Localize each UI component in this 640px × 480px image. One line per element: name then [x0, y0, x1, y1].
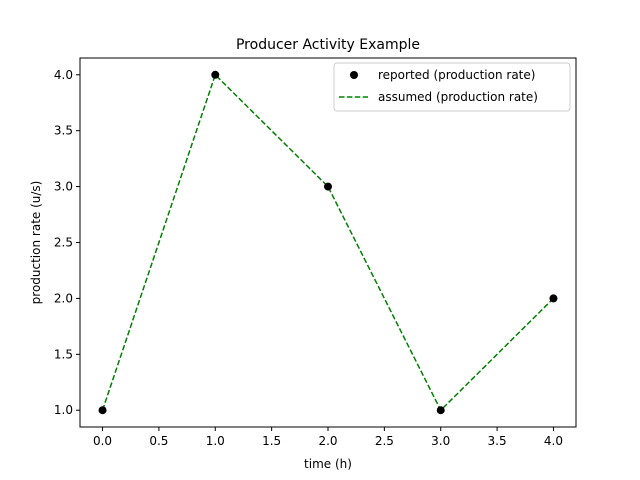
- y-axis: 1.0 1.5 2.0 2.5 3.0 3.5 4.0: [54, 68, 80, 417]
- y-tick-label: 3.5: [54, 124, 73, 138]
- legend-label-assumed: assumed (production rate): [378, 90, 538, 104]
- legend: reported (production rate) assumed (prod…: [333, 62, 571, 112]
- y-tick-label: 1.0: [54, 403, 73, 417]
- y-tick-label: 3.0: [54, 180, 73, 194]
- legend-label-reported: reported (production rate): [378, 68, 535, 82]
- plot-area: [98, 70, 558, 415]
- x-tick-label: 1.0: [206, 434, 225, 448]
- y-axis-label: production rate (u/s): [29, 181, 43, 305]
- legend-box: [333, 62, 571, 112]
- x-tick-label: 2.0: [318, 434, 337, 448]
- x-tick-label: 4.0: [544, 434, 563, 448]
- y-tick-label: 4.0: [54, 68, 73, 82]
- x-axis: 0.0 0.5 1.0 1.5 2.0 2.5 3.0 3.5 4.0: [93, 427, 563, 448]
- x-axis-label: time (h): [304, 457, 352, 471]
- data-point-reported: [549, 294, 558, 303]
- x-tick-label: 1.5: [262, 434, 281, 448]
- data-point-reported: [211, 70, 220, 79]
- series-line-assumed: [101, 73, 554, 412]
- y-tick-label: 2.0: [54, 291, 73, 305]
- legend-marker-reported: [350, 71, 358, 79]
- x-tick-label: 3.5: [488, 434, 507, 448]
- y-tick-label: 2.5: [54, 236, 73, 250]
- x-tick-label: 0.0: [93, 434, 112, 448]
- x-tick-label: 2.5: [375, 434, 394, 448]
- data-point-reported: [98, 406, 107, 415]
- x-tick-label: 3.0: [431, 434, 450, 448]
- chart-title: Producer Activity Example: [236, 37, 420, 53]
- x-tick-label: 0.5: [149, 434, 168, 448]
- data-point-reported: [324, 182, 332, 191]
- y-tick-label: 1.5: [54, 347, 73, 361]
- data-point-reported: [436, 406, 445, 415]
